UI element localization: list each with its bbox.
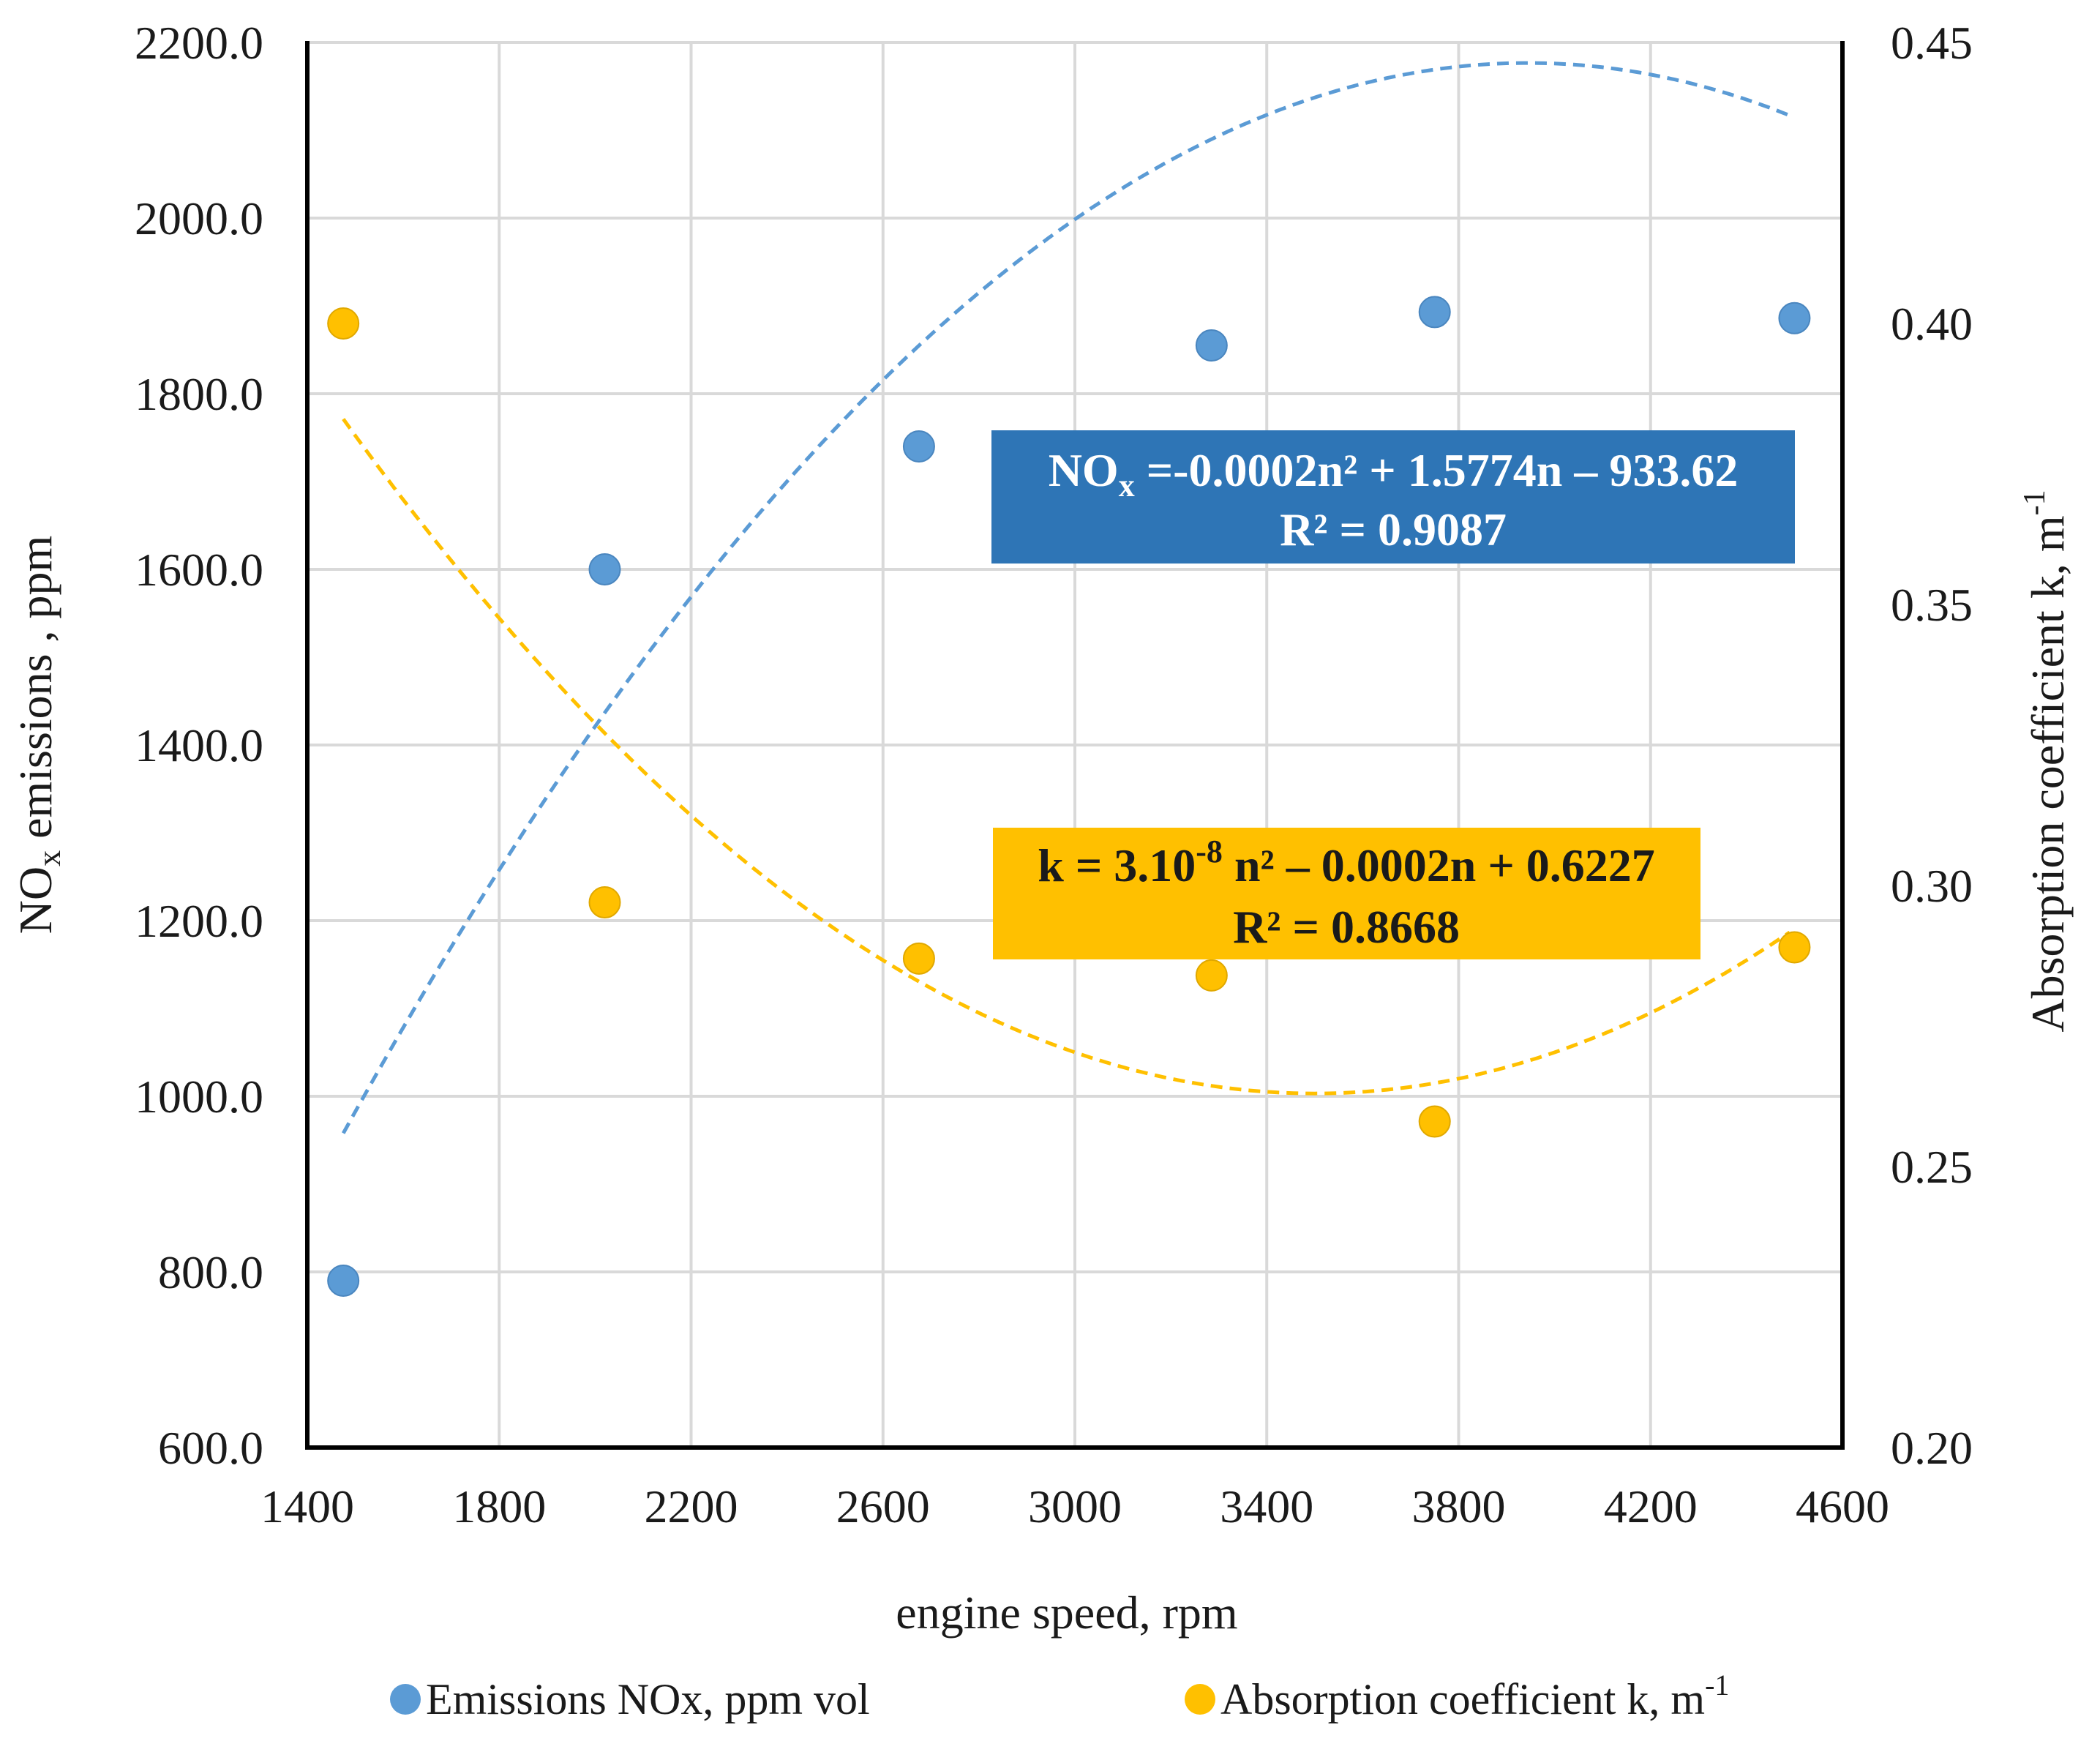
grid [307,41,1842,1448]
y-right-tick-label: 0.45 [1891,17,1973,69]
k-data-point [327,307,360,340]
k-data-point [902,942,935,975]
trendlines [342,61,1791,1134]
y-right-tick-label: 0.25 [1891,1141,1973,1193]
k-data-point [1195,959,1228,992]
nox-data-point [902,430,935,463]
left-axis-title: NOx emissions , ppm [10,536,67,935]
k-equation-text: k = 3.10-8 n² – 0.0002n + 0.6227 [1038,834,1655,891]
y-left-tick-label: 1000.0 [135,1071,263,1123]
nox-r2-text: R² = 0.9087 [1280,503,1507,555]
y-left-tick-label: 600.0 [158,1422,263,1474]
nox-equation-rest: =-0.0002n² + 1.5774n – 933.62 [1135,444,1739,496]
x-tick-label: 2200 [645,1480,738,1532]
y-right-tick-label: 0.30 [1891,860,1973,912]
nox-equation-background [991,430,1795,564]
y-left-tick-label: 1800.0 [135,368,263,420]
x-tick-label: 2600 [836,1480,930,1532]
left-axis-title-rest: emissions , ppm [10,536,61,850]
nox-equation-text: NOx =-0.0002n² + 1.5774n – 933.62 [1049,444,1739,503]
nox-equation-part-no: NO [1049,444,1119,496]
axes [305,41,1845,1450]
x-tick-label: 4200 [1604,1480,1698,1532]
nox-data-point [1778,302,1811,334]
right-axis-title-sup: -1 [2018,490,2052,515]
right-axis-title-main: Absorption coefficient k, m [2022,515,2074,1032]
y-left-tick-label: 1600.0 [135,544,263,596]
k-equation-superscript: -8 [1196,834,1223,869]
k-equation-part-k: k = 3.10 [1038,839,1196,891]
nox-equation-box: NOx =-0.0002n² + 1.5774n – 933.62 R² = 0… [991,430,1795,564]
nox-data-point [588,553,621,585]
k-data-point [588,886,621,919]
y-left-tick-label: 2200.0 [135,17,263,69]
y-left-tick-label: 1400.0 [135,719,263,771]
legend-label-k-sup: -1 [1705,1669,1729,1701]
nox-data-point [327,1265,360,1297]
legend-label-k: Absorption coefficient k, m-1 [1220,1669,1729,1723]
y-left-tick-label: 800.0 [158,1246,263,1298]
legend: Emissions NOx, ppm vol Absorption coeffi… [390,1669,1729,1723]
legend-label-nox: Emissions NOx, ppm vol [426,1675,870,1723]
left-axis-title-sub: x [31,850,67,866]
legend-marker-nox [390,1684,421,1715]
k-equation-rest: n² – 0.0002n + 0.6227 [1223,839,1655,891]
k-r2-text: R² = 0.8668 [1233,901,1460,953]
left-axis-title-main: NO [10,866,61,934]
tick-labels: 1400 1800 2200 2600 3000 3400 3800 4200 4600 600.… [135,17,1973,1532]
right-axis-title: Absorption coefficient k, m-1 [2018,490,2074,1032]
k-trendline [342,418,1791,1096]
y-right-tick-label: 0.35 [1891,579,1973,631]
k-data-point [1778,931,1811,964]
x-tick-label: 1800 [452,1480,546,1532]
x-tick-label: 3000 [1028,1480,1122,1532]
x-tick-label: 3400 [1220,1480,1313,1532]
x-tick-label: 3800 [1412,1480,1506,1532]
y-right-tick-label: 0.20 [1891,1422,1973,1474]
data-points [327,296,1811,1297]
k-equation-box: k = 3.10-8 n² – 0.0002n + 0.6227 R² = 0.… [993,828,1700,959]
nox-equation-subscript: x [1119,468,1135,503]
k-equation-background [993,828,1700,959]
legend-label-k-main: Absorption coefficient k, m [1220,1675,1705,1723]
x-tick-label: 4600 [1796,1480,1889,1532]
x-tick-label: 1400 [260,1480,354,1532]
nox-trendline [342,61,1790,1134]
nox-data-point [1418,296,1451,329]
x-axis-title: engine speed, rpm [896,1587,1237,1639]
y-left-tick-label: 2000.0 [135,192,263,244]
legend-marker-k [1185,1684,1215,1715]
y-left-tick-label: 1200.0 [135,895,263,947]
k-data-point [1418,1105,1451,1138]
y-right-tick-label: 0.40 [1891,298,1973,350]
nox-data-point [1195,329,1228,362]
